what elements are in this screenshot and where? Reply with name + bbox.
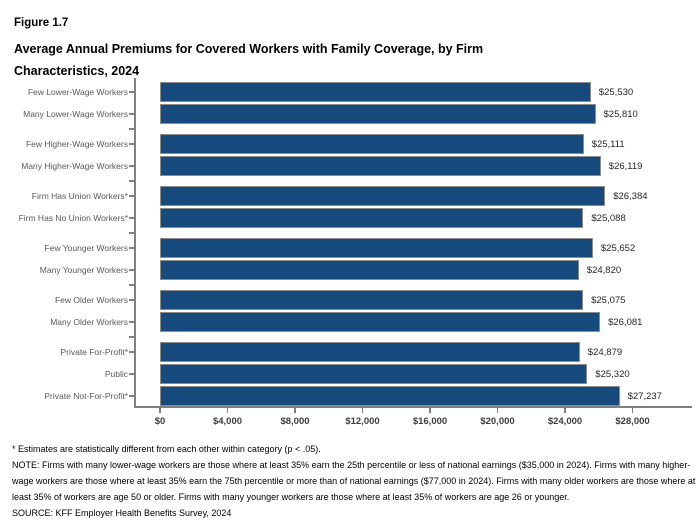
x-axis-tick (226, 408, 229, 413)
value-label: $24,820 (586, 264, 622, 276)
y-axis-tick (129, 128, 135, 130)
value-label: $27,237 (627, 390, 662, 402)
bar (160, 290, 584, 310)
bar (160, 364, 588, 384)
category-label: Few Higher-Wage Workers (25, 139, 128, 149)
category-label: Firm Has Union Workers* (31, 191, 128, 201)
bar (160, 208, 584, 228)
value-label: $25,530 (598, 86, 634, 98)
figure-label: Figure 1.7 (14, 17, 69, 29)
bar (160, 312, 601, 332)
title-block: Figure 1.7 Average Annual Premiums for C… (14, 17, 519, 82)
footnote-note: NOTE: Firms with many lower-wage workers… (12, 460, 696, 502)
value-label: $25,075 (591, 294, 626, 306)
x-tick-label: $8,000 (280, 416, 310, 427)
x-axis-tick (294, 408, 296, 413)
bar (160, 134, 584, 154)
x-axis-tick (361, 408, 364, 413)
x-axis-tick (429, 408, 431, 413)
y-axis-tick (129, 351, 135, 353)
category-label: Private For-Profit* (60, 347, 128, 357)
x-tick-label: $28,000 (615, 416, 650, 427)
bar-chart: Few Lower-Wage Workers $25,530 Many Lower-… (0, 78, 698, 430)
y-axis-tick (129, 217, 135, 219)
y-axis-tick (129, 195, 135, 197)
category-label: Many Younger Workers (39, 265, 128, 275)
y-axis-tick (129, 165, 135, 167)
value-label: $25,652 (600, 242, 636, 254)
category-label: Few Lower-Wage Workers (27, 87, 128, 97)
bar (160, 156, 601, 176)
y-axis-tick (129, 247, 135, 249)
value-label: $26,081 (608, 316, 643, 328)
y-axis-tick (129, 269, 135, 271)
value-label: $24,879 (587, 346, 623, 358)
category-label: Firm Has No Union Workers* (18, 213, 128, 223)
x-axis-tick (564, 408, 566, 413)
x-axis-tick (159, 408, 161, 413)
y-axis-tick (129, 395, 135, 397)
y-axis-tick (129, 91, 135, 93)
x-tick-label: $20,000 (480, 416, 515, 427)
y-axis-tick (129, 284, 135, 286)
bar (160, 386, 620, 406)
category-label: Many Older Workers (50, 317, 128, 327)
x-axis-tick (631, 408, 634, 413)
y-axis-line (134, 78, 136, 408)
bar (160, 82, 591, 102)
x-axis-line (134, 406, 692, 408)
x-tick-label: $4,000 (212, 416, 243, 427)
value-label: $25,320 (595, 368, 630, 380)
footnotes: * Estimates are statistically different … (12, 441, 696, 521)
y-axis-tick (129, 113, 135, 115)
y-axis-tick (129, 373, 135, 375)
y-axis-tick (129, 232, 135, 234)
bar (160, 260, 579, 280)
value-label: $26,384 (613, 190, 648, 202)
footnote-source: SOURCE: KFF Employer Health Benefits Sur… (12, 508, 232, 518)
value-label: $25,088 (591, 212, 626, 224)
y-axis-tick (129, 299, 135, 301)
value-label: $25,810 (603, 108, 638, 120)
x-tick-label: $12,000 (345, 416, 380, 427)
category-label: Many Higher-Wage Workers (21, 161, 128, 171)
x-tick-label: $0 (154, 416, 166, 427)
bar (160, 238, 593, 258)
y-axis-tick (129, 143, 135, 145)
footnote-significance: * Estimates are statistically different … (12, 444, 321, 454)
category-label: Few Younger Workers (44, 243, 128, 253)
bar (160, 104, 596, 124)
y-axis-tick (129, 180, 135, 182)
x-tick-label: $24,000 (547, 416, 583, 427)
y-axis-tick (129, 336, 135, 338)
category-label: Few Older Workers (54, 295, 128, 305)
bar (160, 186, 606, 206)
category-label: Public (104, 369, 128, 379)
category-label: Private Not-For-Profit* (44, 391, 128, 401)
value-label: $26,119 (608, 160, 643, 172)
x-axis-tick (496, 408, 499, 413)
x-tick-label: $16,000 (412, 416, 448, 427)
chart-title: Average Annual Premiums for Covered Work… (14, 42, 484, 78)
y-axis-tick (129, 321, 135, 323)
value-label: $25,111 (591, 138, 625, 150)
bar (160, 342, 580, 362)
category-label: Many Lower-Wage Workers (23, 109, 128, 119)
